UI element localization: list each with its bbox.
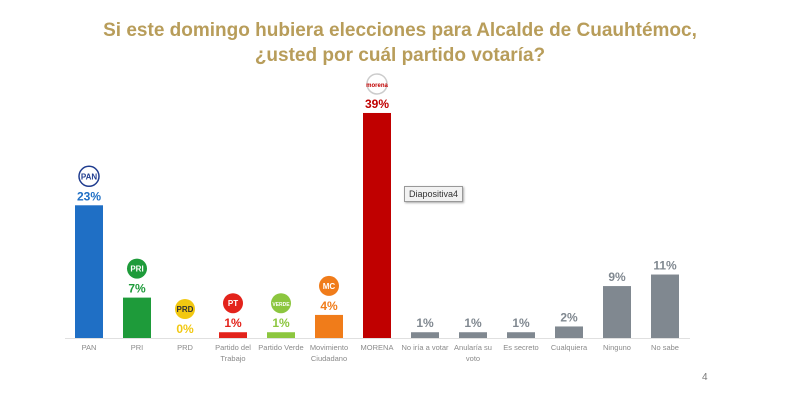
data-label-12: 11%	[653, 259, 677, 273]
logo-text-4: VERDE	[272, 302, 290, 308]
logo-prd-icon	[175, 299, 195, 319]
logo-text-6: morena	[366, 83, 388, 89]
bar-1	[123, 297, 151, 338]
logo-text-1: PRI	[130, 265, 143, 274]
logo-text-5: MC	[323, 282, 336, 291]
category-label-2: PRD	[177, 343, 193, 352]
category-label-10: Cualquiera	[551, 343, 588, 352]
data-label-9: 1%	[512, 316, 530, 330]
category-label-5: Ciudadano	[311, 354, 347, 363]
bar-9	[507, 332, 535, 338]
data-label-0: 23%	[77, 189, 101, 203]
category-label-3: Trabajo	[220, 354, 245, 363]
bar-4	[267, 332, 295, 338]
category-label-12: No sabe	[651, 343, 679, 352]
page-number: 4	[702, 372, 708, 383]
category-label-8: Anularía su	[454, 343, 492, 352]
bar-0	[75, 205, 103, 338]
chart-title: Si este domingo hubiera elecciones para …	[0, 18, 800, 68]
category-label-9: Es secreto	[503, 343, 538, 352]
logo-morena-icon	[366, 73, 388, 95]
bar-10	[555, 326, 583, 338]
bar-11	[603, 286, 631, 338]
data-label-1: 7%	[128, 282, 146, 296]
tooltip: Diapositiva4	[404, 186, 464, 202]
title-line-2: ¿usted por cuál partido votaría?	[254, 45, 546, 66]
category-label-11: Ninguno	[603, 343, 631, 352]
data-label-10: 2%	[560, 310, 578, 324]
category-label-5: Movimiento	[310, 343, 348, 352]
bar-12	[651, 274, 679, 338]
logo-verde-icon	[271, 293, 291, 314]
category-label-3: Partido del	[215, 343, 251, 352]
title-line-1: Si este domingo hubiera elecciones para …	[103, 20, 697, 41]
category-label-4: Partido Verde	[258, 343, 303, 352]
data-label-2: 0%	[176, 322, 194, 336]
logo-text-2: PRD	[177, 305, 194, 314]
category-label-7: No iría a votar	[401, 343, 449, 352]
data-label-7: 1%	[416, 316, 434, 330]
bar-7	[411, 332, 439, 338]
logo-mc-icon	[319, 275, 339, 296]
data-label-6: 39%	[365, 97, 389, 111]
category-label-0: PAN	[82, 343, 97, 352]
data-label-4: 1%	[272, 316, 290, 330]
data-label-5: 4%	[320, 299, 338, 313]
logo-pri-icon	[127, 258, 147, 279]
category-label-8: voto	[466, 354, 480, 363]
data-label-8: 1%	[464, 316, 482, 330]
bar-5	[315, 314, 343, 338]
logo-pan-icon	[78, 165, 100, 188]
category-label-1: PRI	[131, 343, 144, 352]
logo-text-0: PAN	[81, 172, 98, 181]
bar-6	[363, 112, 391, 338]
category-label-6: MORENA	[361, 343, 394, 352]
logo-pt-icon	[223, 293, 243, 314]
data-label-11: 9%	[608, 270, 626, 284]
bar-8	[459, 332, 487, 338]
logo-text-3: PT	[228, 299, 238, 308]
bar-3	[219, 332, 247, 338]
data-label-3: 1%	[224, 316, 242, 330]
